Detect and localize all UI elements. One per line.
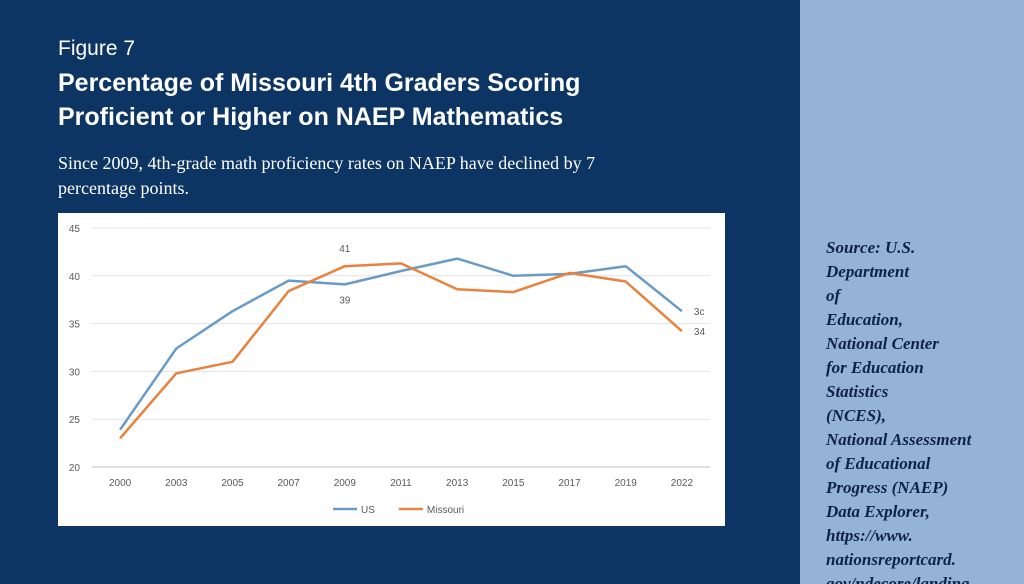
source-line: National Assessment (825, 430, 973, 449)
figure-label: Figure 7 (58, 37, 135, 60)
legend-label: US (361, 505, 375, 516)
source-line: of Educational (826, 454, 931, 473)
x-tick-label: 2017 (558, 478, 581, 489)
x-tick-label: 2011 (390, 478, 412, 489)
x-tick-label: 2022 (671, 478, 694, 489)
title: Proficient or Higher on NAEP Mathematics (58, 103, 563, 131)
chart-area (58, 213, 725, 526)
y-tick-label: 25 (69, 415, 81, 426)
data-label: 34 (694, 327, 706, 338)
x-tick-label: 2015 (502, 478, 525, 489)
source-line: https://www. (826, 526, 913, 545)
source-line: National Center (825, 334, 939, 353)
x-tick-label: 2007 (278, 478, 301, 489)
data-label: 3c (694, 307, 705, 318)
x-tick-label: 2019 (615, 478, 638, 489)
data-label: 41 (339, 244, 351, 255)
source-line: (NCES), (826, 406, 886, 425)
source-line: Progress (NAEP) (825, 478, 948, 497)
x-tick-label: 2013 (446, 478, 469, 489)
legend-label: Missouri (427, 505, 464, 516)
source-line: Education, (825, 310, 903, 329)
source-line: for Education (826, 358, 924, 377)
x-tick-label: 2005 (221, 478, 244, 489)
x-tick-label: 2009 (334, 478, 357, 489)
source-line: Department (825, 262, 910, 281)
source-line: Data Explorer, (825, 502, 930, 521)
source-line: nationsreportcard. (826, 550, 956, 569)
y-tick-label: 40 (69, 272, 81, 283)
plot: 20 25 30 35 40 45 2000 2003 2005 2007 2009 2011 2013… (69, 224, 710, 516)
y-tick-label: 35 (69, 320, 81, 331)
title: Percentage of Missouri 4th Graders Scori… (58, 69, 580, 97)
side-panel (800, 0, 1024, 584)
line-series (119, 262, 683, 440)
source-line: gov/ndecore/landing (825, 574, 970, 584)
y-tick-label: 45 (69, 224, 81, 235)
y-tick-label: 30 (69, 367, 81, 378)
y-tick-label: 20 (69, 463, 81, 474)
x-tick-label: 2000 (109, 478, 132, 489)
source-note: Source: U.S. Department of Education, Nation… (825, 238, 973, 584)
data-label: 39 (339, 295, 351, 306)
x-tick-label: 2003 (165, 478, 188, 489)
subtitle: percentage points. (58, 178, 189, 198)
line-series (119, 257, 683, 431)
source-line: of (826, 286, 843, 305)
source-line: Statistics (826, 382, 889, 401)
source-line: Source: U.S. (826, 238, 915, 257)
subtitle: Since 2009, 4th-grade math proficiency r… (58, 153, 595, 173)
